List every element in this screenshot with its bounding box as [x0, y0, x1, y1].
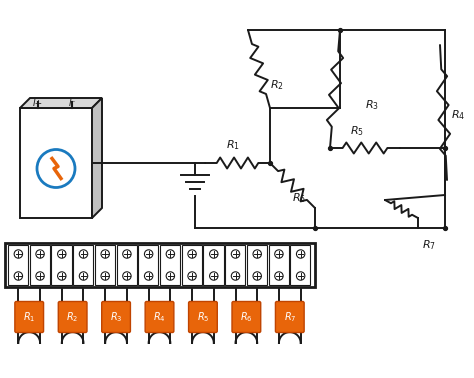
FancyBboxPatch shape — [275, 302, 304, 333]
Bar — [203, 245, 224, 285]
Text: I⁻: I⁻ — [68, 99, 76, 107]
Bar — [20, 108, 92, 218]
Text: $R_6$: $R_6$ — [240, 310, 253, 324]
Circle shape — [166, 250, 174, 258]
Circle shape — [296, 272, 305, 280]
Circle shape — [14, 250, 23, 258]
Bar — [8, 245, 28, 285]
Circle shape — [145, 250, 153, 258]
Bar — [182, 245, 202, 285]
Bar — [5, 243, 315, 287]
Bar — [160, 245, 180, 285]
Bar — [95, 245, 115, 285]
Text: $R_1$: $R_1$ — [23, 310, 36, 324]
Circle shape — [188, 272, 196, 280]
Circle shape — [36, 250, 44, 258]
Circle shape — [101, 250, 109, 258]
Text: $R_5$: $R_5$ — [197, 310, 209, 324]
Circle shape — [210, 250, 218, 258]
Text: $R_1$: $R_1$ — [226, 138, 239, 152]
Bar — [225, 245, 246, 285]
Bar — [269, 245, 289, 285]
Circle shape — [231, 272, 240, 280]
Circle shape — [57, 250, 66, 258]
Circle shape — [57, 272, 66, 280]
Bar — [247, 245, 267, 285]
Text: $R_3$: $R_3$ — [365, 98, 379, 112]
Circle shape — [231, 250, 240, 258]
Circle shape — [188, 250, 196, 258]
Circle shape — [79, 272, 88, 280]
Text: I+: I+ — [33, 99, 43, 107]
Circle shape — [275, 250, 283, 258]
Circle shape — [275, 272, 283, 280]
FancyBboxPatch shape — [232, 302, 261, 333]
Circle shape — [123, 272, 131, 280]
Text: $R_2$: $R_2$ — [270, 78, 284, 92]
Circle shape — [14, 272, 23, 280]
Circle shape — [79, 250, 88, 258]
Text: $R_7$: $R_7$ — [422, 238, 436, 252]
Polygon shape — [20, 98, 102, 108]
Circle shape — [101, 272, 109, 280]
Text: $R_3$: $R_3$ — [110, 310, 122, 324]
FancyBboxPatch shape — [15, 302, 44, 333]
Bar — [290, 245, 310, 285]
Text: $R_5$: $R_5$ — [350, 124, 364, 138]
Bar — [117, 245, 137, 285]
Circle shape — [145, 272, 153, 280]
Bar — [73, 245, 93, 285]
Bar — [138, 245, 158, 285]
Circle shape — [210, 272, 218, 280]
FancyBboxPatch shape — [145, 302, 174, 333]
Circle shape — [253, 272, 262, 280]
FancyBboxPatch shape — [189, 302, 217, 333]
Circle shape — [36, 272, 44, 280]
Circle shape — [253, 250, 262, 258]
FancyBboxPatch shape — [102, 302, 130, 333]
FancyBboxPatch shape — [58, 302, 87, 333]
Circle shape — [296, 250, 305, 258]
Text: $R_2$: $R_2$ — [66, 310, 79, 324]
Circle shape — [123, 250, 131, 258]
Text: $R_4$: $R_4$ — [153, 310, 166, 324]
Bar — [51, 245, 72, 285]
Polygon shape — [92, 98, 102, 218]
Text: $R_6$: $R_6$ — [292, 191, 306, 205]
Text: $R_7$: $R_7$ — [283, 310, 296, 324]
Text: $R_4$: $R_4$ — [451, 108, 465, 122]
Bar — [30, 245, 50, 285]
Circle shape — [166, 272, 174, 280]
